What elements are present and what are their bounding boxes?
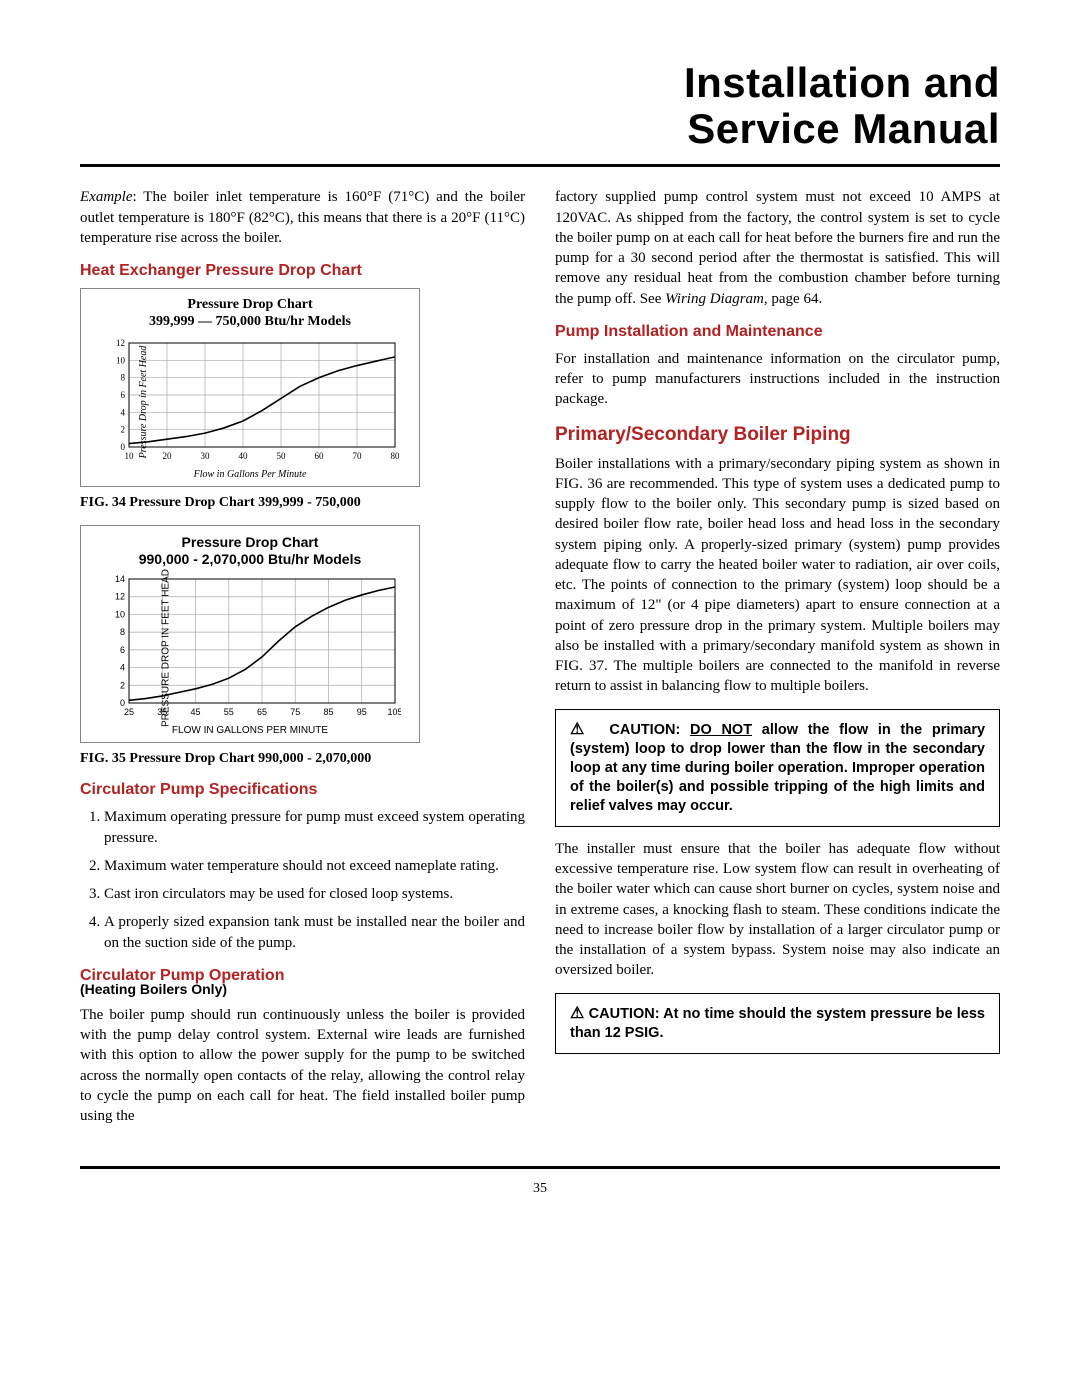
fig34-caption: FIG. 34 Pressure Drop Chart 399,999 - 75… (80, 495, 525, 511)
chart1-area: Pressure Drop in Feet Head 0246810121020… (91, 337, 409, 467)
list-item: Cast iron circulators may be used for cl… (104, 884, 525, 904)
list-item: Maximum operating pressure for pump must… (104, 807, 525, 848)
circ-op-text: The boiler pump should run continuously … (80, 1005, 525, 1127)
chart2-ylabel: PRESSURE DROP IN FEET HEAD (161, 569, 172, 727)
chart2-title: Pressure Drop Chart 990,000 - 2,070,000 … (91, 534, 409, 568)
rule-top (80, 164, 1000, 167)
svg-text:12: 12 (115, 592, 125, 602)
circ-spec-list: Maximum operating pressure for pump must… (80, 807, 525, 953)
title-line1: Installation and (80, 60, 1000, 106)
right-column: factory supplied pump control system mus… (555, 187, 1000, 1136)
heading-circ-spec: Circulator Pump Specifications (80, 781, 525, 799)
svg-text:2: 2 (120, 681, 125, 691)
svg-text:25: 25 (124, 707, 134, 717)
page-number: 35 (80, 1181, 1000, 1197)
svg-text:2: 2 (121, 424, 126, 434)
chart2-svg: 024681012142535455565758595105 (91, 573, 401, 723)
chart-box-1: Pressure Drop Chart 399,999 — 750,000 Bt… (80, 288, 420, 487)
fig35-caption: FIG. 35 Pressure Drop Chart 990,000 - 2,… (80, 751, 525, 767)
list-item: Maximum water temperature should not exc… (104, 856, 525, 876)
chart2-area: PRESSURE DROP IN FEET HEAD 0246810121425… (91, 573, 409, 723)
caution1-donot: DO NOT (690, 722, 752, 738)
chart1-ylabel: Pressure Drop in Feet Head (138, 345, 149, 458)
svg-text:20: 20 (163, 451, 173, 461)
svg-text:55: 55 (224, 707, 234, 717)
svg-text:12: 12 (116, 338, 125, 348)
svg-text:10: 10 (115, 610, 125, 620)
svg-text:95: 95 (357, 707, 367, 717)
manual-title: Installation and Service Manual (80, 60, 1000, 152)
example-text: : The boiler inlet temperature is 160°F … (80, 189, 525, 246)
svg-text:10: 10 (116, 355, 126, 365)
cont-text: factory supplied pump control system mus… (555, 187, 1000, 309)
example-paragraph: Example: The boiler inlet temperature is… (80, 187, 525, 248)
svg-text:85: 85 (323, 707, 333, 717)
svg-text:4: 4 (121, 407, 126, 417)
heading-primary-secondary: Primary/Secondary Boiler Piping (555, 424, 1000, 446)
svg-text:50: 50 (277, 451, 287, 461)
warning-icon: ⚠ (570, 721, 590, 738)
primary-text: Boiler installations with a primary/seco… (555, 454, 1000, 697)
list-item: A properly sized expansion tank must be … (104, 912, 525, 953)
title-line2: Service Manual (80, 106, 1000, 152)
svg-text:65: 65 (257, 707, 267, 717)
pump-install-text: For installation and maintenance informa… (555, 349, 1000, 410)
caution2-label: CAUTION (589, 1006, 655, 1022)
heading-pump-install: Pump Installation and Maintenance (555, 323, 1000, 341)
example-label: Example (80, 189, 132, 205)
heading-heat-exchanger: Heat Exchanger Pressure Drop Chart (80, 262, 525, 280)
chart-box-2: Pressure Drop Chart 990,000 - 2,070,000 … (80, 525, 420, 744)
svg-text:6: 6 (121, 390, 126, 400)
svg-text:105: 105 (387, 707, 401, 717)
svg-text:10: 10 (125, 451, 135, 461)
chart1-xlabel: Flow in Gallons Per Minute (91, 469, 409, 480)
svg-text:6: 6 (120, 645, 125, 655)
left-column: Example: The boiler inlet temperature is… (80, 187, 525, 1136)
svg-text:75: 75 (290, 707, 300, 717)
svg-text:30: 30 (201, 451, 211, 461)
svg-text:8: 8 (121, 372, 126, 382)
svg-text:40: 40 (239, 451, 249, 461)
caution-box-1: ⚠ CAUTION: DO NOT allow the flow in the … (555, 709, 1000, 827)
warning-icon: ⚠ (570, 1005, 584, 1022)
svg-text:4: 4 (120, 663, 125, 673)
chart1-title: Pressure Drop Chart 399,999 — 750,000 Bt… (91, 297, 409, 331)
caution-box-2: ⚠ CAUTION: At no time should the system … (555, 993, 1000, 1055)
svg-text:8: 8 (120, 627, 125, 637)
svg-text:70: 70 (353, 451, 363, 461)
svg-text:14: 14 (115, 574, 125, 584)
caution1-label: CAUTION: (609, 722, 680, 738)
heading-circ-op-sub: (Heating Boilers Only) (80, 981, 525, 997)
chart2-xlabel: FLOW IN GALLONS PER MINUTE (91, 725, 409, 736)
svg-text:80: 80 (391, 451, 401, 461)
flow-text: The installer must ensure that the boile… (555, 839, 1000, 981)
two-column-layout: Example: The boiler inlet temperature is… (80, 187, 1000, 1136)
rule-bottom (80, 1166, 1000, 1169)
svg-text:60: 60 (315, 451, 325, 461)
svg-text:45: 45 (190, 707, 200, 717)
